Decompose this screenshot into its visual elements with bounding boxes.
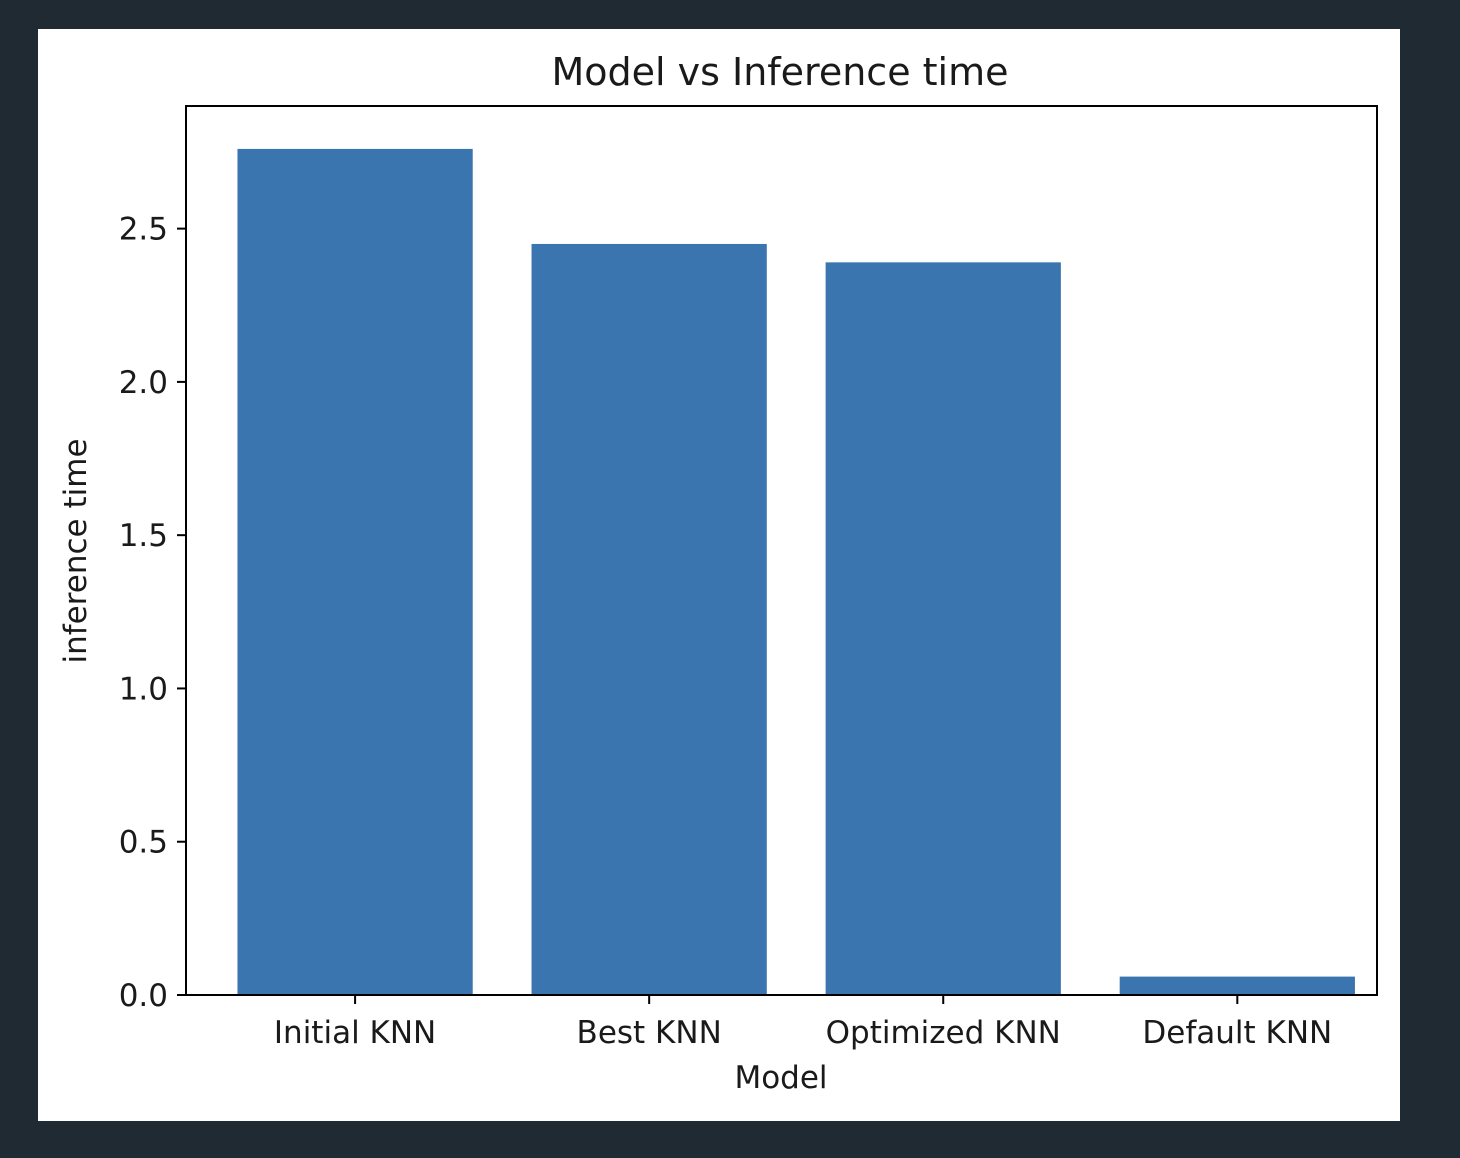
bar-chart: Model vs Inference time 0.0 0.5 1.0 1.5 2.0 2… [58,50,1378,1096]
y-tick-label: 0.0 [119,978,168,1014]
plot-frame [185,105,1378,996]
x-axis-label: Model [734,1060,827,1096]
bar-best-knn [531,243,767,996]
bar-initial-knn [237,148,473,995]
x-tick-label: Default KNN [1142,1015,1332,1051]
y-tick-label: 1.5 [119,518,168,554]
x-tick-label: Best KNN [577,1015,722,1051]
chart-title: Model vs Inference time [551,50,1008,94]
y-tick-label: 0.5 [119,825,168,861]
y-tick-label: 1.0 [119,671,168,707]
x-tick-label: Optimized KNN [826,1015,1061,1051]
bars-group [237,148,1355,996]
y-tick-label: 2.5 [119,212,168,248]
x-axis: Initial KNN Best KNN Optimized KNN Default … [274,995,1332,1051]
y-axis-label: inference time [58,438,94,663]
y-tick-label: 2.0 [119,365,168,401]
chart-figure: Model vs Inference time 0.0 0.5 1.0 1.5 2.0 2… [38,29,1400,1121]
bar-optimized-knn [825,262,1061,995]
bar-default-knn [1119,976,1355,995]
x-tick-label: Initial KNN [274,1015,436,1051]
y-axis: 0.0 0.5 1.0 1.5 2.0 2.5 [119,212,186,1014]
